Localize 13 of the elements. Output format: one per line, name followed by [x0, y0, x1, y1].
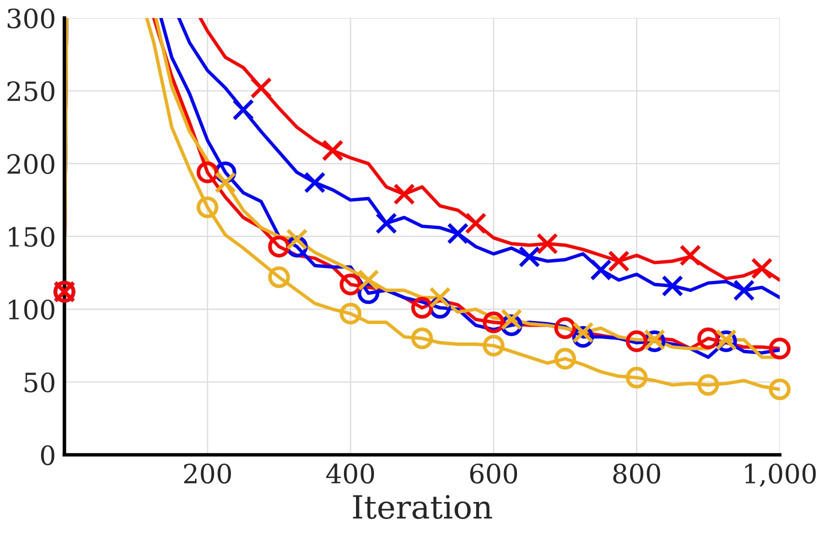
- x-tick-label: 800: [613, 464, 660, 484]
- y-tick-label: 200: [8, 154, 54, 174]
- x-axis-title: Iteration: [353, 495, 492, 519]
- y-tick-label: 300: [8, 8, 54, 28]
- x-tick-label: 400: [326, 464, 374, 484]
- x-tick-label: 1,000: [745, 464, 816, 487]
- x-tick-label: 600: [470, 464, 518, 484]
- y-tick-label: 150: [8, 226, 54, 247]
- y-tick-label: 100: [8, 300, 54, 320]
- y-tick-label: 50: [24, 372, 54, 392]
- y-tick-label: 250: [8, 81, 54, 102]
- x-tick-label: 200: [184, 464, 231, 484]
- y-tick-label: 0: [41, 445, 54, 466]
